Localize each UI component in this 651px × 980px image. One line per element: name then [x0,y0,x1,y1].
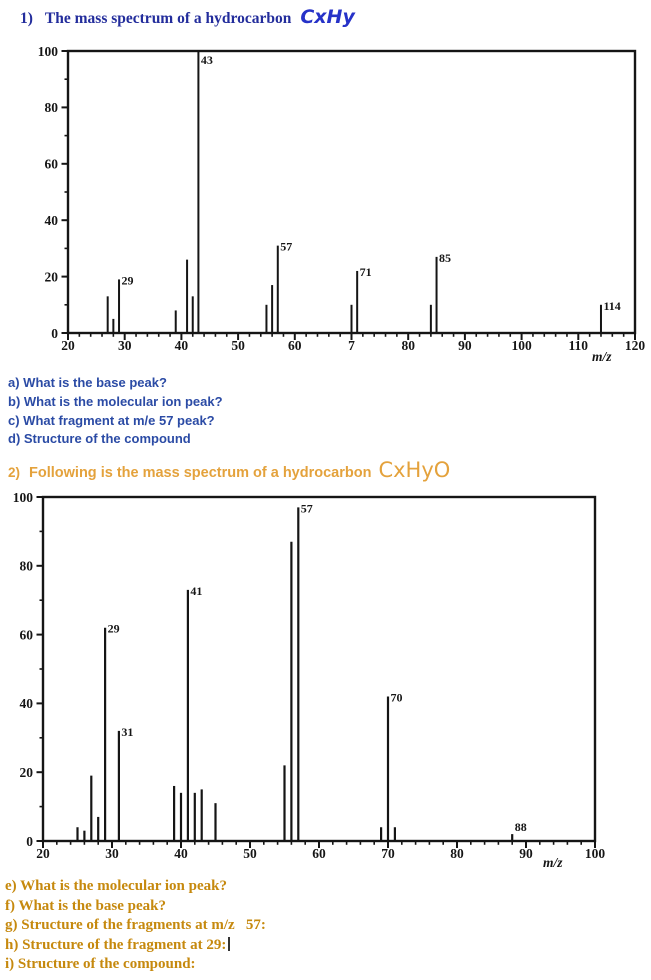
y-tick-label: 80 [20,559,34,574]
question-d[interactable]: d) Structure of the compound [8,431,191,447]
section1-title: The mass spectrum of a hydrocarbon [44,10,292,27]
y-tick-label: 100 [13,490,34,505]
x-tick-label: 40 [174,846,188,861]
y-tick-label: 0 [51,326,58,341]
question-h[interactable]: h) Structure of the fragment at 29: [5,936,266,956]
x-tick-label: 80 [401,338,415,353]
peak-label-29: 29 [108,622,120,636]
section2-formula: CxHyO [378,458,451,482]
x-tick-label: 20 [36,846,50,861]
peak-label-43: 43 [201,53,213,67]
section2-number: 2) [8,465,21,480]
question-b[interactable]: b) What is the molecular ion peak? [8,393,223,409]
peak-label-31: 31 [121,725,133,739]
x-tick-label: 30 [118,338,132,353]
x-tick-label: 40 [175,338,189,353]
section1-formula: CxHy [300,6,355,28]
text-cursor [228,936,230,951]
question-c[interactable]: c) What fragment at m/e 57 peak? [8,412,215,428]
y-tick-label: 40 [45,213,59,228]
peaks: 29 31 41 57 70 88 [76,501,527,841]
y-tick-label: 60 [20,627,34,642]
plot-frame [41,495,597,843]
plot-frame [66,49,637,335]
section2-heading[interactable]: 2) Following is the mass spectrum of a h… [8,458,450,482]
x-tick-label: 60 [288,338,302,353]
y-tick-label: 80 [45,100,59,115]
peak-label-41: 41 [190,584,202,598]
section1-number: 1) [20,10,33,27]
question-h-text: h) Structure of the fragment at 29: [5,936,227,953]
peak-label-88: 88 [515,820,527,834]
questions-section-1: a) What is the base peak? b) What is the… [8,374,223,449]
y-tick-label: 60 [45,157,59,172]
x-axis: 20 30 40 50 60 70 80 90 100 [36,841,605,861]
x-axis-title: m/z [543,855,563,870]
x-tick-label: 100 [511,338,532,353]
section2-title: Following is the mass spectrum of a hydr… [29,465,372,481]
question-a[interactable]: a) What is the base peak? [8,375,167,390]
x-tick-label: 110 [569,338,589,353]
x-tick-label: 90 [519,846,533,861]
x-axis: 20 30 40 50 60 7 80 90 100 110 120 [61,333,645,353]
x-tick-label: 120 [625,338,646,353]
y-tick-label: 100 [38,44,59,59]
peaks: 29 43 57 71 85 114 [106,51,621,333]
peak-label-57: 57 [280,240,292,254]
peak-label-114: 114 [603,299,620,313]
y-axis: 0 20 40 60 80 100 [38,44,68,341]
y-tick-label: 20 [20,765,34,780]
peak-label-57: 57 [301,501,313,515]
y-tick-label: 40 [20,696,34,711]
x-tick-label: 7 [348,338,355,353]
section1-heading[interactable]: 1) The mass spectrum of a hydrocarbon Cx… [20,6,355,28]
peak-label-85: 85 [439,251,451,265]
x-tick-label: 20 [61,338,75,353]
x-tick-label: 100 [585,846,606,861]
x-tick-label: 50 [231,338,245,353]
question-g[interactable]: g) Structure of the fragments at m/z 57: [5,917,266,934]
y-axis: 0 20 40 60 80 100 [13,490,43,849]
x-axis-title: m/z [592,349,612,364]
questions-section-2: e) What is the molecular ion peak? f) Wh… [5,877,266,975]
x-tick-label: 90 [458,338,472,353]
peak-label-71: 71 [360,265,372,279]
x-tick-label: 60 [312,846,326,861]
question-f[interactable]: f) What is the base peak? [5,897,166,914]
x-tick-label: 50 [243,846,257,861]
x-tick-label: 70 [381,846,395,861]
y-tick-label: 20 [45,269,59,284]
peak-label-70: 70 [391,691,403,705]
question-e[interactable]: e) What is the molecular ion peak? [5,878,227,894]
y-tick-label: 0 [26,834,33,849]
x-tick-label: 30 [105,846,119,861]
x-tick-label: 80 [450,846,464,861]
peak-label-29: 29 [122,273,134,287]
question-i[interactable]: i) Structure of the compound: [5,956,196,973]
